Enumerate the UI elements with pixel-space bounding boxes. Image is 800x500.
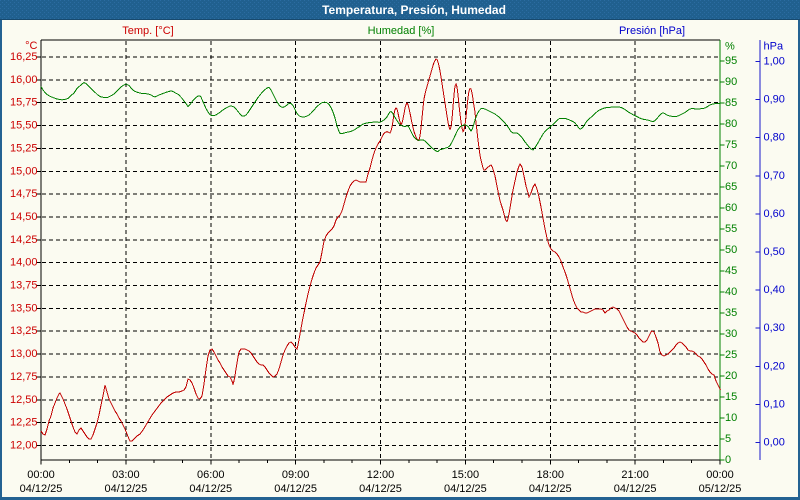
svg-text:04/12/25: 04/12/25 (104, 483, 147, 495)
svg-text:14,25: 14,25 (10, 234, 38, 246)
svg-text:15:00: 15:00 (452, 469, 480, 481)
svg-text:85: 85 (725, 97, 737, 109)
svg-text:0,80: 0,80 (764, 132, 785, 144)
svg-text:15,75: 15,75 (10, 97, 38, 109)
svg-text:0,30: 0,30 (764, 322, 785, 334)
svg-text:15,25: 15,25 (10, 142, 38, 154)
svg-text:%: % (725, 41, 735, 53)
svg-text:45: 45 (725, 265, 737, 277)
svg-text:0,90: 0,90 (764, 94, 785, 106)
svg-text:04/12/25: 04/12/25 (274, 483, 317, 495)
svg-text:25: 25 (725, 349, 737, 361)
svg-text:15,50: 15,50 (10, 120, 38, 132)
svg-text:14,50: 14,50 (10, 211, 38, 223)
svg-text:16,00: 16,00 (10, 74, 38, 86)
svg-text:0,60: 0,60 (764, 208, 785, 220)
svg-text:04/12/25: 04/12/25 (359, 483, 402, 495)
svg-text:15,00: 15,00 (10, 165, 38, 177)
svg-text:04/12/25: 04/12/25 (614, 483, 657, 495)
svg-text:0,70: 0,70 (764, 170, 785, 182)
svg-text:Humedad [%]: Humedad [%] (368, 25, 435, 37)
svg-text:55: 55 (725, 223, 737, 235)
svg-text:°C: °C (25, 40, 37, 52)
svg-text:04/12/25: 04/12/25 (20, 483, 63, 495)
svg-text:12,25: 12,25 (10, 417, 38, 429)
svg-text:Presión [hPa]: Presión [hPa] (619, 25, 685, 37)
svg-text:20: 20 (725, 370, 737, 382)
svg-text:12:00: 12:00 (367, 469, 395, 481)
svg-text:40: 40 (725, 286, 737, 298)
svg-text:10: 10 (725, 412, 737, 424)
svg-text:13,50: 13,50 (10, 302, 38, 314)
svg-text:80: 80 (725, 118, 737, 130)
svg-text:0,50: 0,50 (764, 246, 785, 258)
svg-text:21:00: 21:00 (621, 469, 649, 481)
svg-text:05/12/25: 05/12/25 (699, 483, 742, 495)
svg-text:00:00: 00:00 (27, 469, 55, 481)
svg-text:09:00: 09:00 (282, 469, 310, 481)
svg-text:12,50: 12,50 (10, 394, 38, 406)
svg-text:65: 65 (725, 181, 737, 193)
svg-text:13,75: 13,75 (10, 280, 38, 292)
svg-text:75: 75 (725, 139, 737, 151)
svg-text:03:00: 03:00 (112, 469, 140, 481)
svg-text:0,40: 0,40 (764, 284, 785, 296)
svg-text:15: 15 (725, 391, 737, 403)
svg-text:13,25: 13,25 (10, 325, 38, 337)
svg-text:5: 5 (725, 433, 731, 445)
svg-text:0,20: 0,20 (764, 360, 785, 372)
svg-text:70: 70 (725, 160, 737, 172)
svg-text:14,00: 14,00 (10, 257, 38, 269)
svg-text:90: 90 (725, 76, 737, 88)
svg-text:18:00: 18:00 (536, 469, 564, 481)
svg-text:0,10: 0,10 (764, 398, 785, 410)
svg-text:35: 35 (725, 307, 737, 319)
svg-text:16,25: 16,25 (10, 51, 38, 63)
svg-text:60: 60 (725, 202, 737, 214)
svg-text:30: 30 (725, 328, 737, 340)
svg-text:00:00: 00:00 (706, 469, 734, 481)
svg-text:04/12/25: 04/12/25 (189, 483, 232, 495)
svg-text:04/12/25: 04/12/25 (529, 483, 572, 495)
svg-text:0,00: 0,00 (764, 437, 785, 449)
svg-text:14,75: 14,75 (10, 188, 38, 200)
svg-text:50: 50 (725, 244, 737, 256)
svg-text:1,00: 1,00 (764, 56, 785, 68)
svg-text:04/12/25: 04/12/25 (444, 483, 487, 495)
svg-text:hPa: hPa (764, 41, 784, 53)
svg-text:Temp. [°C]: Temp. [°C] (122, 25, 173, 37)
svg-text:0: 0 (725, 454, 731, 466)
svg-text:12,00: 12,00 (10, 440, 38, 452)
svg-text:13,00: 13,00 (10, 348, 38, 360)
svg-text:95: 95 (725, 55, 737, 67)
svg-text:06:00: 06:00 (197, 469, 225, 481)
svg-text:12,75: 12,75 (10, 371, 38, 383)
